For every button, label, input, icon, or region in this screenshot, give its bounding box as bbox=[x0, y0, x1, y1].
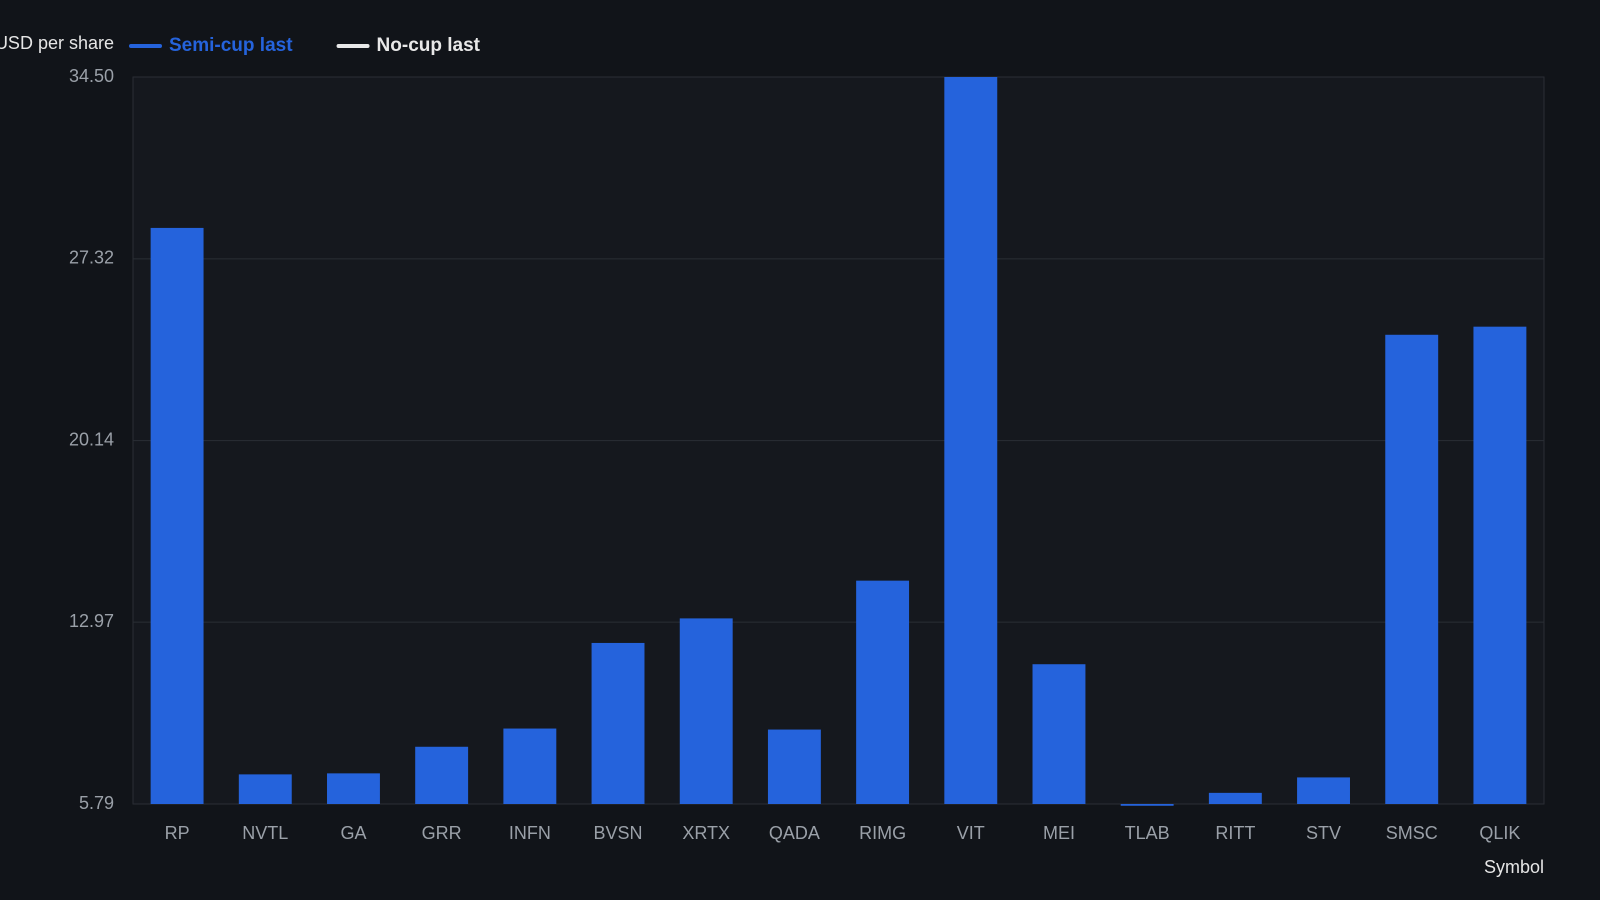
bar bbox=[238, 774, 292, 804]
bar bbox=[591, 642, 645, 804]
x-tick-label: GRR bbox=[422, 823, 462, 843]
bar bbox=[679, 618, 733, 804]
bar bbox=[415, 746, 469, 804]
bar bbox=[767, 729, 821, 804]
x-tick-label: XRTX bbox=[682, 823, 730, 843]
bar bbox=[327, 773, 380, 804]
bar bbox=[503, 728, 557, 804]
x-tick-label: BVSN bbox=[594, 823, 643, 843]
bar bbox=[944, 77, 998, 804]
bar bbox=[1208, 792, 1262, 804]
x-tick-label: RITT bbox=[1215, 823, 1255, 843]
y-tick-label: 5.79 bbox=[79, 793, 114, 813]
bar bbox=[856, 580, 910, 804]
x-tick-label: TLAB bbox=[1125, 823, 1170, 843]
x-tick-label: VIT bbox=[957, 823, 985, 843]
y-axis-label: USD per share bbox=[0, 33, 114, 53]
y-tick-label: 27.32 bbox=[69, 248, 114, 268]
bar bbox=[1385, 334, 1439, 804]
bar bbox=[1120, 804, 1174, 806]
y-tick-label: 20.14 bbox=[69, 429, 114, 449]
x-tick-label: MEI bbox=[1043, 823, 1075, 843]
x-tick-label: QADA bbox=[769, 823, 820, 843]
x-tick-label: GA bbox=[340, 823, 366, 843]
bar bbox=[1297, 777, 1350, 804]
y-tick-label: 34.50 bbox=[69, 66, 114, 86]
x-tick-label: RIMG bbox=[859, 823, 906, 843]
x-axis-label: Symbol bbox=[1484, 857, 1544, 877]
x-tick-label: NVTL bbox=[242, 823, 288, 843]
y-tick-label: 12.97 bbox=[69, 611, 114, 631]
x-tick-label: STV bbox=[1306, 823, 1341, 843]
bar bbox=[1032, 664, 1086, 804]
legend-label: No-cup last bbox=[377, 35, 481, 56]
x-tick-label: QLIK bbox=[1479, 823, 1520, 843]
legend-label: Semi-cup last bbox=[169, 35, 293, 56]
x-tick-label: INFN bbox=[509, 823, 551, 843]
bar bbox=[1473, 326, 1527, 804]
bar bbox=[150, 227, 204, 805]
x-tick-label: RP bbox=[165, 823, 190, 843]
x-tick-label: SMSC bbox=[1386, 823, 1438, 843]
